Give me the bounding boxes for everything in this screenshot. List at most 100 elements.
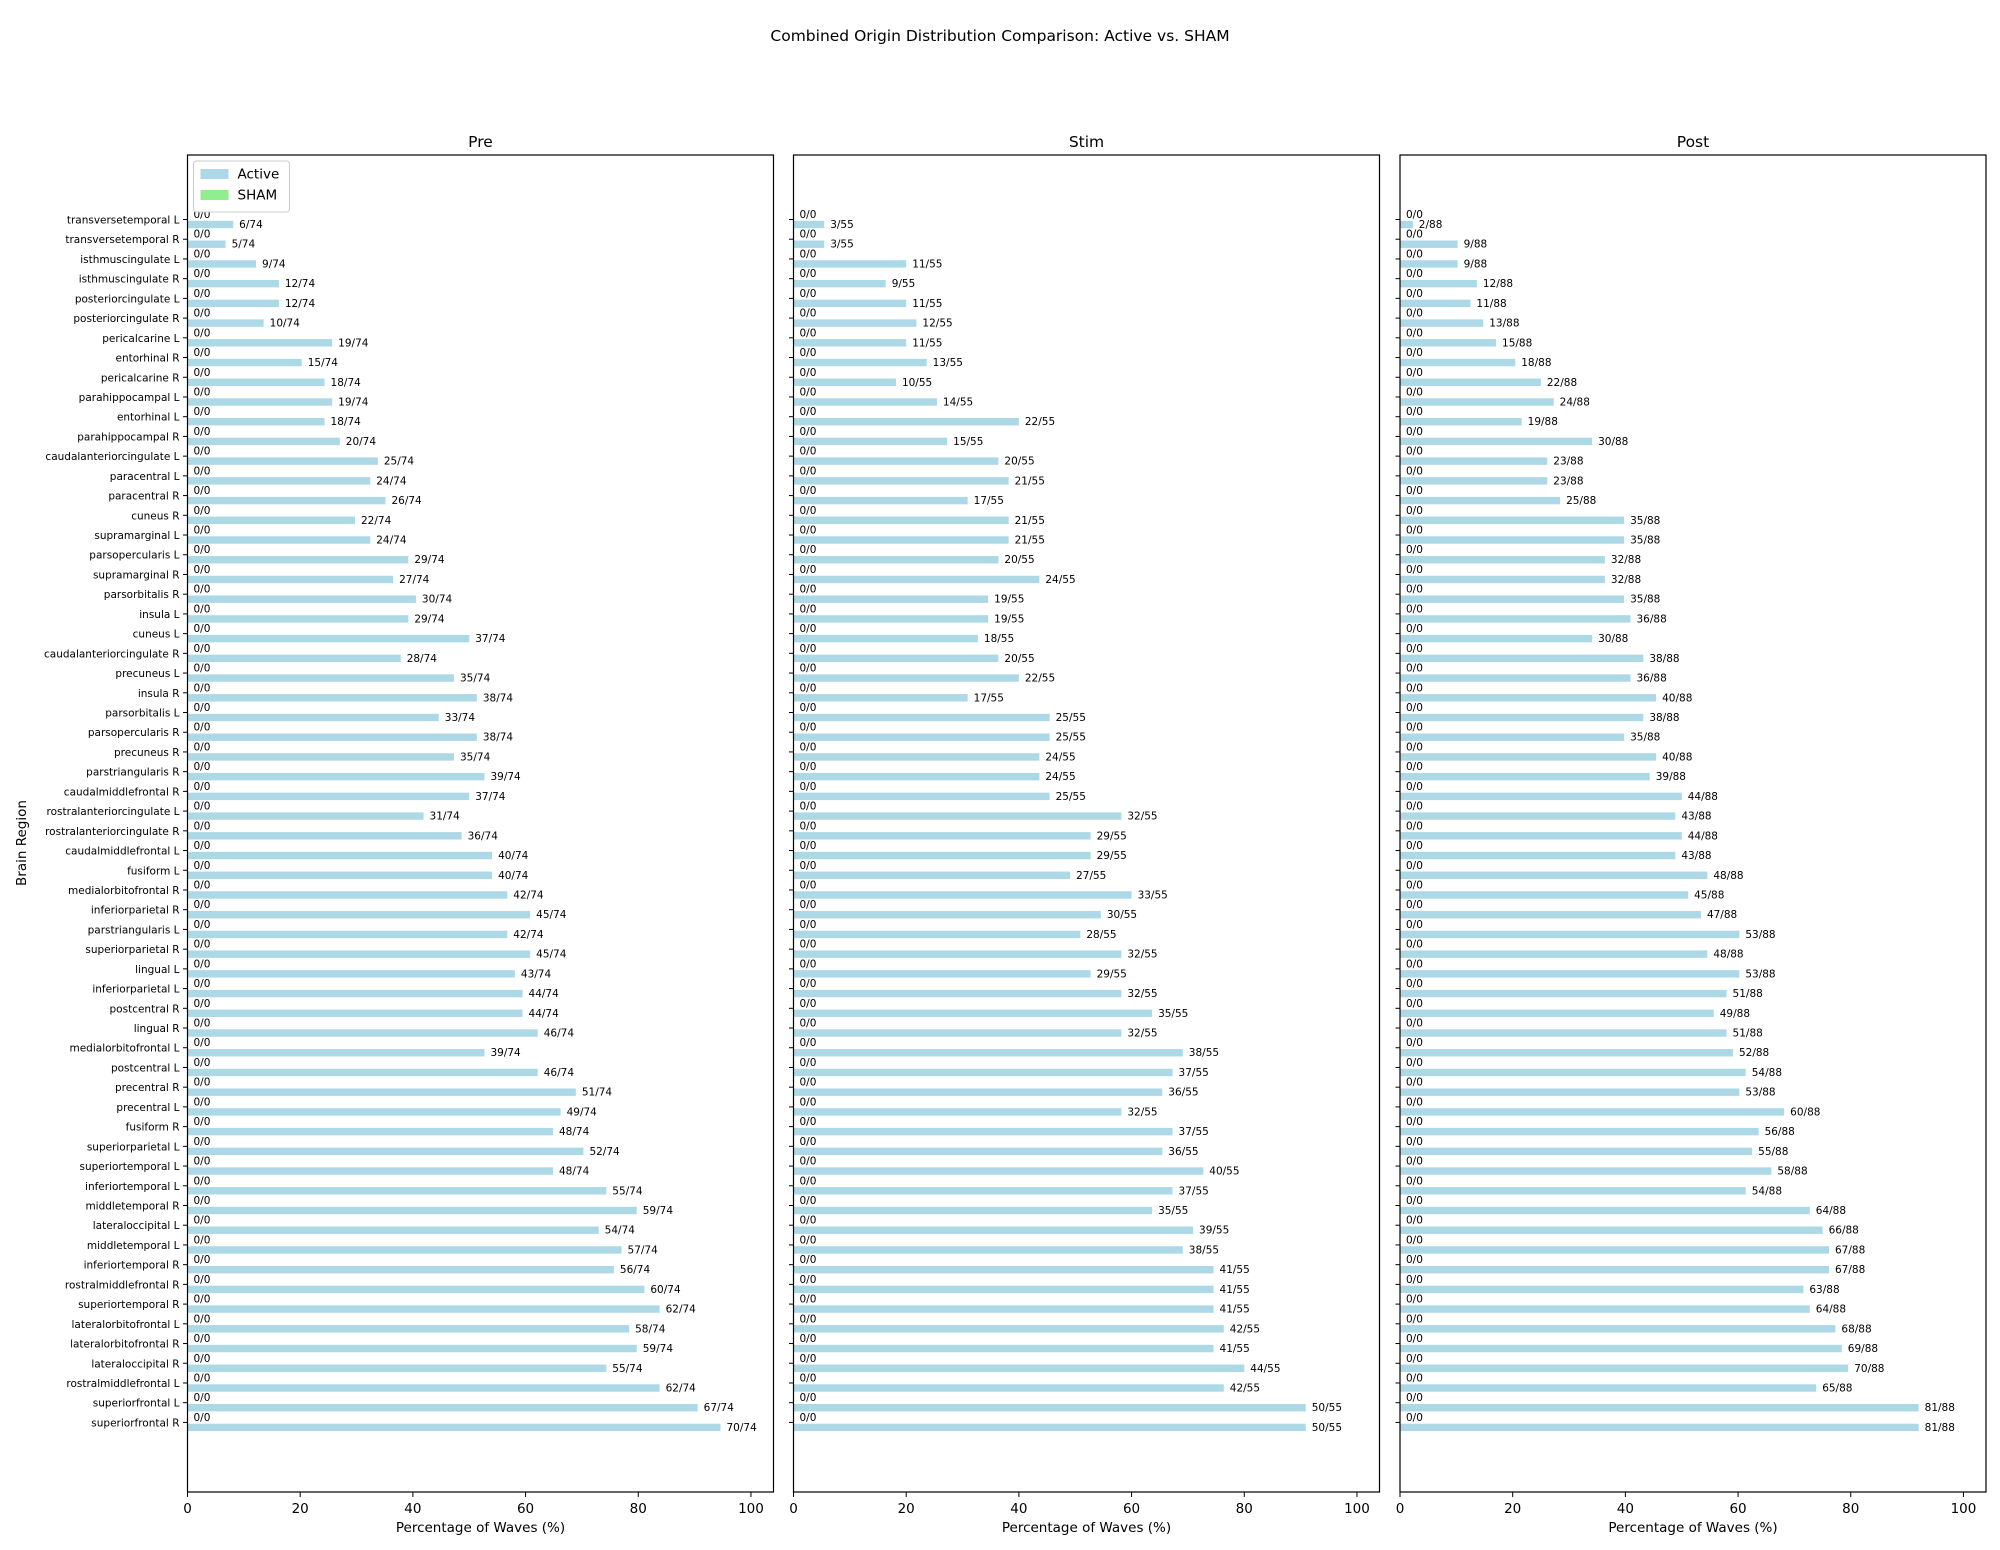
data-label-active: 42/74: [513, 889, 544, 901]
bar-active: [1400, 536, 1625, 544]
data-label-active: 36/55: [1168, 1087, 1198, 1099]
bar-active: [793, 1187, 1173, 1195]
data-label-sham: 0/0: [800, 288, 817, 300]
bar-active: [793, 1127, 1173, 1136]
bar-active: [187, 1029, 538, 1037]
data-label-sham: 0/0: [1406, 525, 1423, 537]
data-label-sham: 0/0: [800, 1057, 817, 1069]
bar-active: [187, 832, 462, 840]
data-label-sham: 0/0: [800, 1175, 817, 1187]
data-label-sham: 0/0: [800, 1018, 817, 1030]
data-label-active: 43/88: [1681, 811, 1711, 823]
bar-active: [793, 1147, 1163, 1156]
data-label-active: 57/74: [628, 1244, 659, 1256]
data-label-active: 12/74: [285, 278, 316, 290]
y-tick-label: paracentral R: [108, 491, 179, 503]
panel-title: Stim: [1069, 133, 1104, 151]
y-tick-label: postcentral R: [110, 1003, 180, 1015]
y-tick-label: inferiortemporal R: [84, 1260, 180, 1272]
data-label-active: 19/55: [994, 613, 1024, 625]
bar-active: [1400, 1384, 1817, 1392]
data-label-sham: 0/0: [800, 406, 817, 418]
data-label-sham: 0/0: [1406, 919, 1423, 931]
bar-active: [793, 1108, 1122, 1116]
data-label-active: 22/88: [1547, 377, 1577, 389]
bar-active: [1400, 1187, 1746, 1195]
data-label-active: 15/55: [953, 436, 983, 448]
data-label-sham: 0/0: [194, 761, 211, 773]
data-label-sham: 0/0: [194, 682, 211, 694]
data-label-sham: 0/0: [800, 1254, 817, 1266]
bar-active: [793, 674, 1019, 682]
data-label-active: 20/74: [346, 436, 377, 448]
y-tick-label: medialorbitofrontal L: [69, 1043, 179, 1055]
data-label-sham: 0/0: [194, 1096, 211, 1108]
data-label-active: 3/55: [830, 239, 854, 251]
data-label-active: 48/74: [559, 1166, 590, 1178]
data-label-sham: 0/0: [800, 584, 817, 596]
bar-active: [187, 694, 477, 702]
data-label-sham: 0/0: [1406, 347, 1423, 359]
data-label-sham: 0/0: [1406, 1077, 1423, 1089]
data-label-sham: 0/0: [800, 879, 817, 891]
bar-active: [187, 496, 386, 505]
data-label-active: 48/88: [1713, 870, 1743, 882]
data-label-active: 18/55: [984, 633, 1014, 645]
y-tick-label: parstriangularis R: [86, 767, 179, 779]
data-label-sham: 0/0: [1406, 1116, 1423, 1128]
data-label-sham: 0/0: [1406, 1353, 1423, 1365]
data-label-sham: 0/0: [800, 505, 817, 517]
y-tick-label: parsorbitalis L: [105, 708, 179, 720]
data-label-sham: 0/0: [1406, 879, 1423, 891]
bar-active: [793, 694, 968, 702]
bar-active: [1400, 240, 1458, 248]
data-label-sham: 0/0: [1406, 820, 1423, 832]
bar-active: [793, 871, 1071, 879]
data-label-active: 35/88: [1630, 594, 1660, 606]
data-label-active: 22/74: [361, 515, 392, 527]
data-label-sham: 0/0: [194, 1136, 211, 1148]
data-label-sham: 0/0: [1406, 229, 1423, 241]
data-label-sham: 0/0: [194, 406, 211, 418]
bar-active: [1400, 418, 1522, 426]
data-label-sham: 0/0: [800, 781, 817, 793]
data-label-sham: 0/0: [800, 899, 817, 911]
bar-active: [1400, 694, 1657, 702]
data-label-sham: 0/0: [194, 1254, 211, 1266]
y-tick-label: cuneus L: [133, 629, 180, 641]
bar-active: [187, 851, 493, 860]
data-label-active: 29/55: [1097, 968, 1127, 980]
data-label-sham: 0/0: [194, 505, 211, 517]
bar-active: [793, 595, 989, 603]
data-label-active: 29/55: [1097, 830, 1127, 842]
bar-active: [793, 792, 1050, 801]
data-label-sham: 0/0: [800, 347, 817, 359]
bar-active: [793, 950, 1122, 958]
data-label-sham: 0/0: [1406, 1333, 1423, 1345]
data-label-active: 43/88: [1681, 850, 1711, 862]
data-label-active: 38/88: [1649, 653, 1679, 665]
data-label-active: 38/74: [483, 732, 514, 744]
bar-active: [793, 477, 1009, 485]
y-tick-label: pericalcarine L: [102, 333, 179, 345]
bar-active: [793, 1404, 1306, 1412]
data-label-sham: 0/0: [194, 919, 211, 931]
data-label-active: 23/88: [1553, 456, 1583, 468]
y-tick-label: middletemporal R: [85, 1201, 179, 1213]
data-label-active: 33/74: [445, 712, 476, 724]
y-tick-label: rostralanteriorcingulate R: [45, 826, 179, 838]
bar-active: [187, 1384, 660, 1392]
x-tick-label: 80: [1842, 1501, 1859, 1517]
data-label-active: 38/88: [1649, 712, 1679, 724]
data-label-active: 81/88: [1925, 1402, 1955, 1414]
bar-active: [793, 279, 886, 288]
data-label-active: 24/55: [1045, 771, 1075, 783]
data-label-sham: 0/0: [800, 939, 817, 951]
data-label-sham: 0/0: [1406, 722, 1423, 734]
data-label-sham: 0/0: [800, 1234, 817, 1246]
data-label-sham: 0/0: [1406, 682, 1423, 694]
data-label-active: 11/55: [912, 298, 942, 310]
bar-active: [187, 1246, 622, 1254]
y-tick-label: lateraloccipital L: [93, 1220, 180, 1232]
data-label-active: 50/55: [1312, 1422, 1342, 1434]
